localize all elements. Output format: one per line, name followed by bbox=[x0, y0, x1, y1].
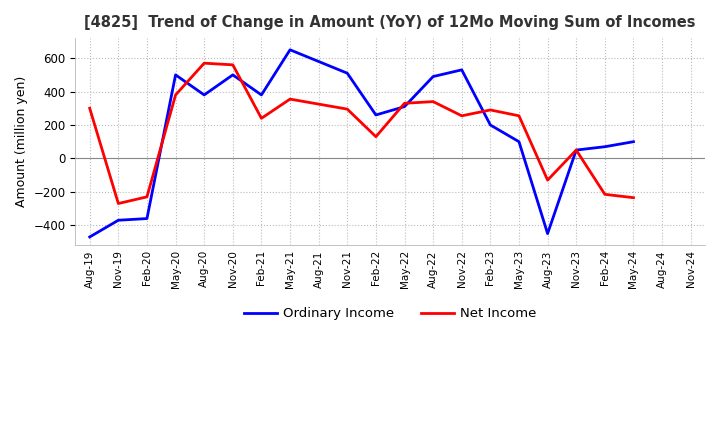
Ordinary Income bbox=[86, 235, 94, 240]
Ordinary Income bbox=[629, 139, 638, 144]
Ordinary Income bbox=[515, 139, 523, 144]
Net Income bbox=[315, 102, 323, 107]
Ordinary Income bbox=[572, 147, 580, 153]
Line: Net Income: Net Income bbox=[90, 63, 634, 204]
Net Income bbox=[457, 113, 466, 118]
Legend: Ordinary Income, Net Income: Ordinary Income, Net Income bbox=[238, 302, 542, 326]
Title: [4825]  Trend of Change in Amount (YoY) of 12Mo Moving Sum of Incomes: [4825] Trend of Change in Amount (YoY) o… bbox=[84, 15, 696, 30]
Net Income bbox=[544, 177, 552, 183]
Line: Ordinary Income: Ordinary Income bbox=[90, 50, 634, 237]
Ordinary Income bbox=[143, 216, 151, 221]
Net Income bbox=[228, 62, 237, 67]
Ordinary Income bbox=[228, 72, 237, 77]
Ordinary Income bbox=[544, 231, 552, 236]
Ordinary Income bbox=[114, 218, 122, 223]
Ordinary Income bbox=[257, 92, 266, 98]
Net Income bbox=[629, 195, 638, 200]
Net Income bbox=[486, 107, 495, 113]
Y-axis label: Amount (million yen): Amount (million yen) bbox=[15, 76, 28, 207]
Net Income bbox=[429, 99, 438, 104]
Net Income bbox=[171, 92, 180, 98]
Ordinary Income bbox=[372, 112, 380, 117]
Net Income bbox=[600, 192, 609, 197]
Ordinary Income bbox=[343, 70, 351, 76]
Ordinary Income bbox=[457, 67, 466, 73]
Ordinary Income bbox=[315, 59, 323, 64]
Ordinary Income bbox=[171, 72, 180, 77]
Net Income bbox=[286, 96, 294, 102]
Ordinary Income bbox=[400, 104, 409, 109]
Net Income bbox=[400, 101, 409, 106]
Net Income bbox=[372, 134, 380, 139]
Net Income bbox=[143, 194, 151, 199]
Net Income bbox=[515, 113, 523, 118]
Ordinary Income bbox=[286, 47, 294, 52]
Ordinary Income bbox=[600, 144, 609, 149]
Net Income bbox=[257, 116, 266, 121]
Net Income bbox=[114, 201, 122, 206]
Ordinary Income bbox=[486, 122, 495, 128]
Ordinary Income bbox=[429, 74, 438, 79]
Net Income bbox=[572, 147, 580, 153]
Net Income bbox=[200, 61, 209, 66]
Net Income bbox=[86, 106, 94, 111]
Ordinary Income bbox=[200, 92, 209, 98]
Net Income bbox=[343, 106, 351, 112]
